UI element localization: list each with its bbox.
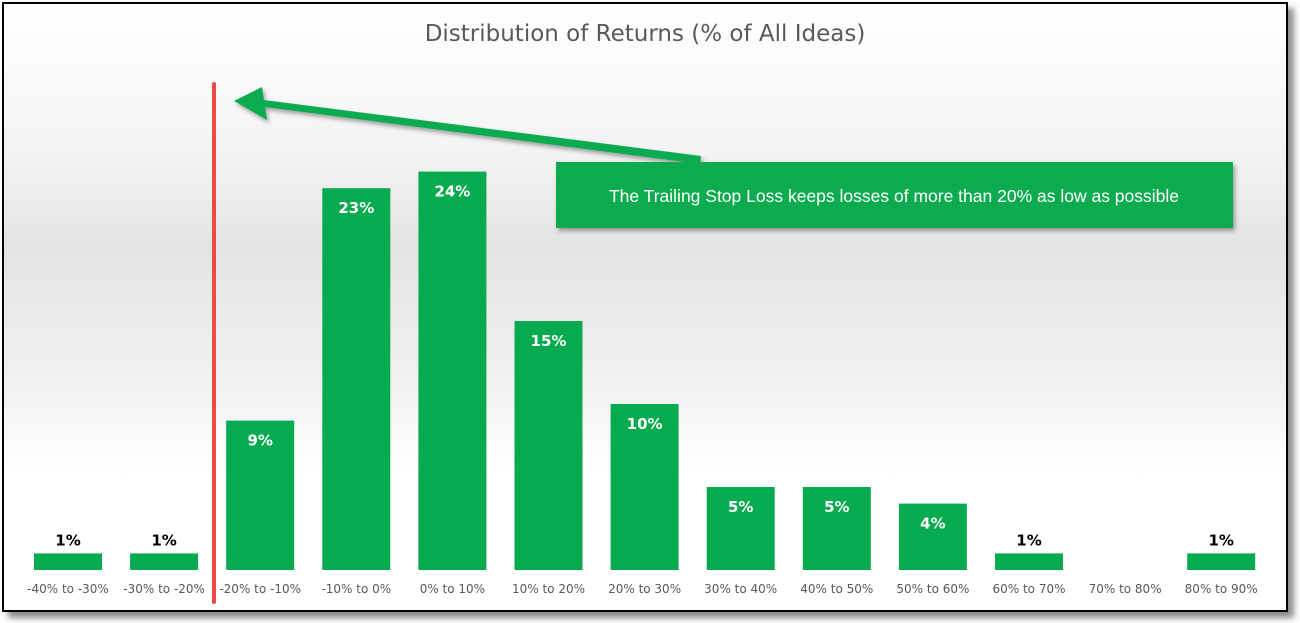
data-label-1: 1% — [151, 531, 176, 549]
bar-1 — [130, 553, 199, 570]
x-tick-label-4: 0% to 10% — [420, 582, 485, 596]
data-label-6: 10% — [627, 415, 663, 433]
bar-8 — [802, 487, 871, 570]
bar-5 — [514, 321, 583, 570]
x-tick-label-6: 20% to 30% — [608, 582, 681, 596]
x-tick-label-11: 70% to 80% — [1089, 582, 1162, 596]
x-tick-label-3: -10% to 0% — [321, 582, 391, 596]
chart-frame: Distribution of Returns (% of All Ideas)… — [2, 2, 1288, 612]
x-tick-label-12: 80% to 90% — [1185, 582, 1258, 596]
data-label-4: 24% — [434, 183, 470, 201]
x-tick-label-1: -30% to -20% — [123, 582, 205, 596]
callout-box — [556, 162, 1233, 228]
x-tick-label-9: 50% to 60% — [896, 582, 969, 596]
bar-2 — [226, 420, 295, 570]
data-label-9: 4% — [920, 515, 945, 533]
bar-0 — [34, 553, 102, 570]
data-labels-layer: 1% 1% 9% 23% 24% 15% 10% 5% 5% 4% 1% 0% 1% — [55, 183, 1234, 566]
bar-7 — [706, 487, 775, 570]
callout-annotation: The Trailing Stop Loss keeps losses of m… — [234, 87, 1233, 228]
data-label-7: 5% — [728, 498, 753, 516]
callout-text: The Trailing Stop Loss keeps losses of m… — [609, 186, 1179, 206]
x-tick-label-5: 10% to 20% — [512, 582, 585, 596]
x-tick-label-7: 30% to 40% — [704, 582, 777, 596]
bar-9 — [898, 503, 967, 570]
data-label-10: 1% — [1016, 531, 1041, 549]
data-label-5: 15% — [531, 332, 567, 350]
callout-arrow — [234, 87, 701, 164]
bar-4 — [418, 171, 487, 570]
bar-chart: Distribution of Returns (% of All Ideas)… — [27, 21, 1258, 604]
chart-title: Distribution of Returns (% of All Ideas) — [425, 21, 866, 47]
x-tick-label-8: 40% to 50% — [800, 582, 873, 596]
data-label-12: 1% — [1208, 531, 1233, 549]
data-label-3: 23% — [338, 199, 374, 217]
bar-10 — [995, 553, 1063, 570]
x-tick-label-10: 60% to 70% — [992, 582, 1065, 596]
data-label-2: 9% — [247, 432, 272, 450]
data-label-8: 5% — [824, 498, 849, 516]
bar-3 — [322, 188, 391, 570]
x-tick-label-2: -20% to -10% — [219, 582, 301, 596]
x-tick-label-0: -40% to -30% — [27, 582, 109, 596]
bar-6 — [610, 404, 679, 570]
bar-12 — [1187, 553, 1256, 570]
data-label-11: 0% — [1112, 548, 1137, 566]
x-axis-ticks: -40% to -30% -30% to -20% -20% to -10% -10%… — [27, 582, 1258, 596]
data-label-0: 1% — [55, 531, 80, 549]
bars-layer — [34, 171, 1256, 570]
